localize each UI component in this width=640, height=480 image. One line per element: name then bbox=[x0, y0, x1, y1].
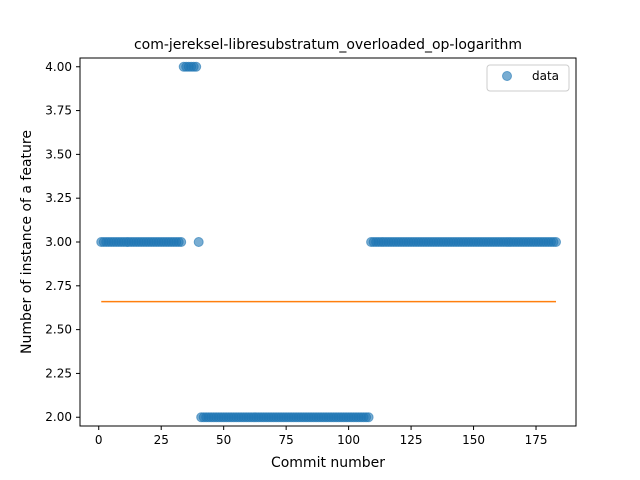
chart-title: com-jereksel-libresubstratum_overloaded_… bbox=[134, 37, 522, 53]
x-axis: 0 25 50 75 100 125 150 175 bbox=[95, 426, 548, 447]
legend-marker bbox=[502, 71, 512, 81]
y-tick-label: 3.75 bbox=[45, 104, 72, 118]
y-tick-label: 2.25 bbox=[45, 366, 72, 380]
y-tick-label: 3.00 bbox=[45, 235, 72, 249]
plot-marks bbox=[96, 61, 562, 423]
y-tick-label: 3.25 bbox=[45, 191, 72, 205]
legend: data bbox=[486, 64, 570, 92]
data-point bbox=[193, 237, 204, 247]
x-tick-label: 25 bbox=[154, 433, 169, 447]
y-tick-label: 2.00 bbox=[45, 410, 72, 424]
data-point bbox=[191, 61, 202, 72]
x-axis-label: Commit number bbox=[271, 455, 385, 471]
x-tick-label: 75 bbox=[279, 433, 294, 447]
data-point bbox=[363, 412, 374, 423]
x-tick-label: 50 bbox=[216, 433, 231, 447]
data-point bbox=[176, 237, 187, 247]
x-tick-label: 0 bbox=[95, 433, 103, 447]
y-tick-label: 4.00 bbox=[45, 60, 72, 74]
x-tick-label: 175 bbox=[525, 433, 548, 447]
x-tick-label: 150 bbox=[462, 433, 485, 447]
x-tick-label: 100 bbox=[337, 433, 360, 447]
y-tick-label: 2.75 bbox=[45, 279, 72, 293]
y-tick-label: 3.50 bbox=[45, 147, 72, 161]
y-tick-label: 2.50 bbox=[45, 323, 72, 337]
x-tick-label: 125 bbox=[400, 433, 423, 447]
y-axis: 2.00 2.25 2.50 2.75 3.00 3.25 3.50 3.75 4.00 bbox=[45, 60, 80, 424]
data-point bbox=[551, 237, 562, 247]
legend-label-data: data bbox=[532, 69, 559, 83]
y-axis-label: Number of instance of a feature bbox=[19, 130, 35, 354]
